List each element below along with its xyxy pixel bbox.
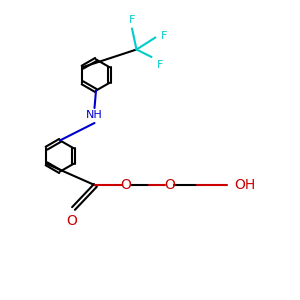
Text: O: O [121, 178, 131, 192]
Text: F: F [129, 15, 135, 25]
Text: OH: OH [234, 178, 255, 192]
Text: O: O [164, 178, 175, 192]
Text: F: F [157, 60, 163, 70]
Text: NH: NH [86, 110, 103, 121]
Text: F: F [161, 31, 167, 41]
Text: O: O [67, 214, 77, 228]
